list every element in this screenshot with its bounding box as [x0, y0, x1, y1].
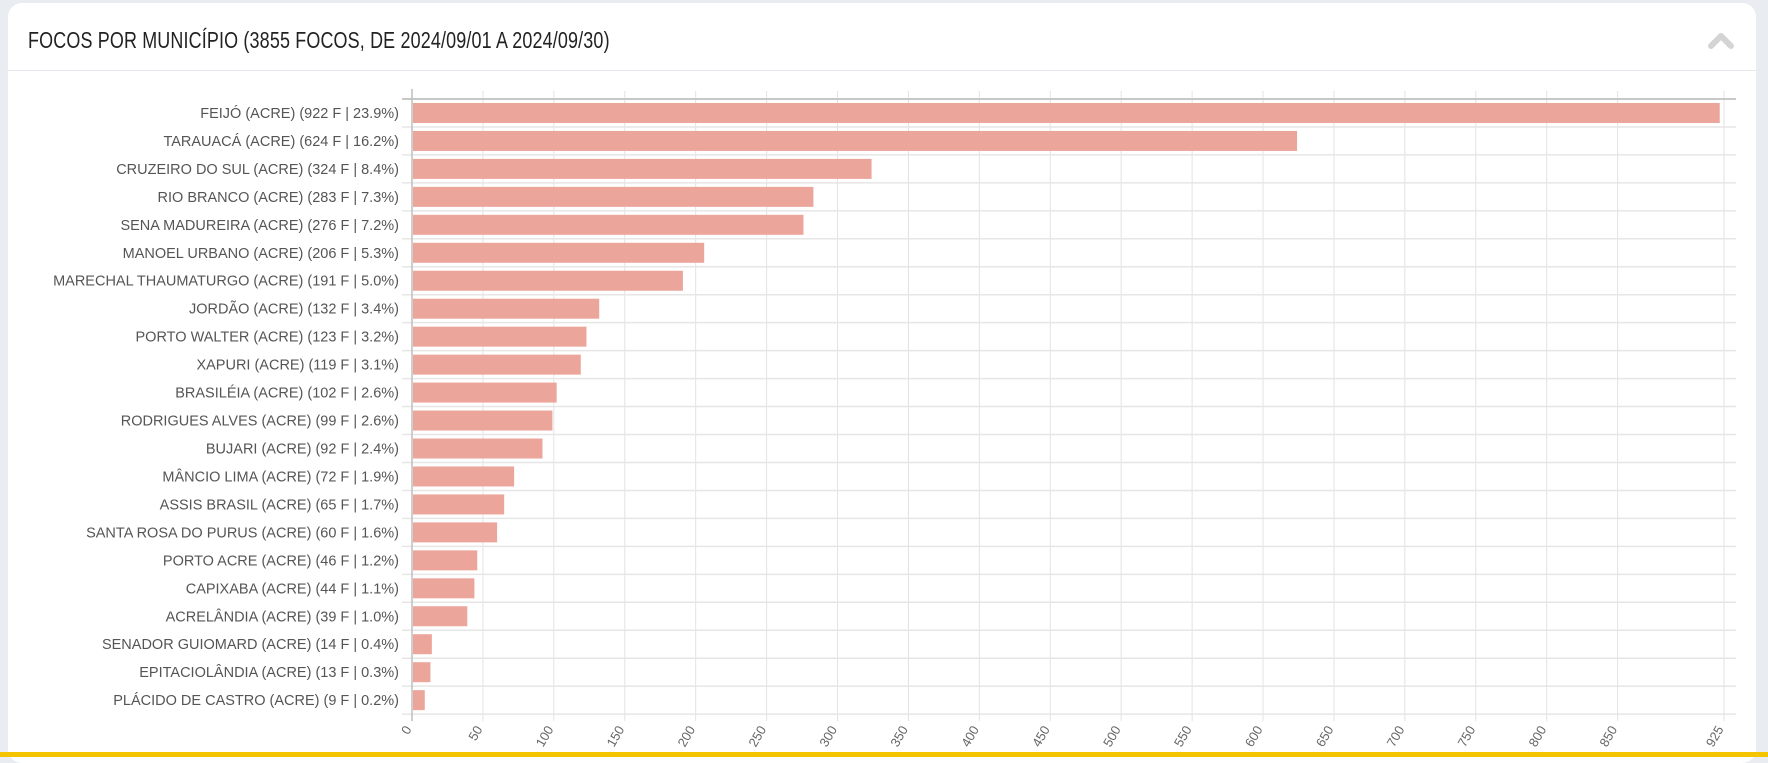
x-tick-label: 250	[745, 723, 769, 749]
collapse-button[interactable]	[1706, 29, 1736, 51]
category-label: FEIJÓ (ACRE) (922 F | 23.9%)	[200, 105, 399, 122]
category-label: XAPURI (ACRE) (119 F | 3.1%)	[196, 358, 399, 374]
x-tick-label: 700	[1384, 723, 1408, 749]
chevron-up-icon	[1708, 33, 1734, 49]
bar	[413, 242, 705, 263]
bar	[413, 130, 1298, 151]
bar	[413, 354, 581, 375]
category-label: RIO BRANCO (ACRE) (283 F | 7.3%)	[158, 190, 399, 206]
category-label: BUJARI (ACRE) (92 F | 2.4%)	[206, 442, 399, 458]
bar	[413, 550, 478, 571]
bar	[413, 158, 872, 179]
bar	[413, 494, 505, 515]
bar	[413, 326, 587, 347]
category-label: TARAUACÁ (ACRE) (624 F | 16.2%)	[163, 133, 399, 150]
card-title: FOCOS POR MUNICÍPIO (3855 FOCOS, DE 2024…	[28, 27, 610, 53]
x-tick-label: 0	[398, 723, 415, 737]
bar	[413, 438, 543, 459]
bar	[413, 466, 515, 487]
x-tick-label: 300	[816, 723, 840, 749]
footer-accent-bar	[0, 752, 1768, 757]
bar	[413, 270, 683, 291]
category-label: MANOEL URBANO (ACRE) (206 F | 5.3%)	[123, 246, 399, 262]
bar	[413, 410, 553, 431]
category-label: SANTA ROSA DO PURUS (ACRE) (60 F | 1.6%)	[86, 525, 399, 541]
bar	[413, 578, 475, 599]
bar	[413, 522, 498, 543]
category-label: EPITACIOLÂNDIA (ACRE) (13 F | 0.3%)	[139, 664, 399, 681]
x-tick-label: 750	[1455, 723, 1479, 749]
category-label: SENA MADUREIRA (ACRE) (276 F | 7.2%)	[120, 218, 399, 234]
card-header: FOCOS POR MUNICÍPIO (3855 FOCOS, DE 2024…	[8, 3, 1756, 71]
category-label: CRUZEIRO DO SUL (ACRE) (324 F | 8.4%)	[116, 162, 399, 178]
x-tick-label: 150	[604, 723, 628, 749]
bar	[413, 186, 814, 207]
bar	[413, 214, 804, 235]
bar	[413, 298, 600, 319]
category-label: BRASILÉIA (ACRE) (102 F | 2.6%)	[175, 385, 399, 402]
x-tick-label: 450	[1029, 723, 1053, 749]
category-label: PORTO ACRE (ACRE) (46 F | 1.2%)	[163, 553, 399, 569]
bar	[413, 606, 468, 627]
x-tick-label: 200	[674, 723, 698, 749]
category-label: JORDÃO (ACRE) (132 F | 3.4%)	[189, 301, 399, 318]
category-label: PLÁCIDO DE CASTRO (ACRE) (9 F | 0.2%)	[113, 692, 399, 709]
x-tick-label: 850	[1596, 723, 1620, 749]
x-tick-label: 50	[465, 723, 485, 743]
category-label: SENADOR GUIOMARD (ACRE) (14 F | 0.4%)	[102, 637, 399, 653]
x-tick-label: 350	[887, 723, 911, 749]
category-label: MÂNCIO LIMA (ACRE) (72 F | 1.9%)	[162, 468, 399, 485]
category-label: MARECHAL THAUMATURGO (ACRE) (191 F | 5.0…	[53, 274, 399, 290]
x-tick-label: 100	[533, 723, 557, 749]
category-label: PORTO WALTER (ACRE) (123 F | 3.2%)	[136, 330, 399, 346]
x-tick-label: 650	[1313, 723, 1337, 749]
x-tick-label: 925	[1703, 723, 1727, 749]
x-tick-label: 500	[1100, 723, 1124, 749]
category-label: ASSIS BRASIL (ACRE) (65 F | 1.7%)	[160, 497, 399, 513]
x-tick-label: 550	[1171, 723, 1195, 749]
chart-card: FOCOS POR MUNICÍPIO (3855 FOCOS, DE 2024…	[8, 3, 1756, 763]
bar	[413, 690, 425, 711]
bar	[413, 662, 431, 683]
x-tick-label: 600	[1242, 723, 1266, 749]
bar	[413, 382, 557, 403]
category-label: RODRIGUES ALVES (ACRE) (99 F | 2.6%)	[121, 414, 399, 430]
bar	[413, 634, 432, 655]
category-label: CAPIXABA (ACRE) (44 F | 1.1%)	[186, 581, 399, 597]
category-label: ACRELÂNDIA (ACRE) (39 F | 1.0%)	[166, 608, 399, 625]
x-tick-label: 800	[1525, 723, 1549, 749]
x-tick-label: 400	[958, 723, 982, 749]
bar	[413, 102, 1720, 123]
